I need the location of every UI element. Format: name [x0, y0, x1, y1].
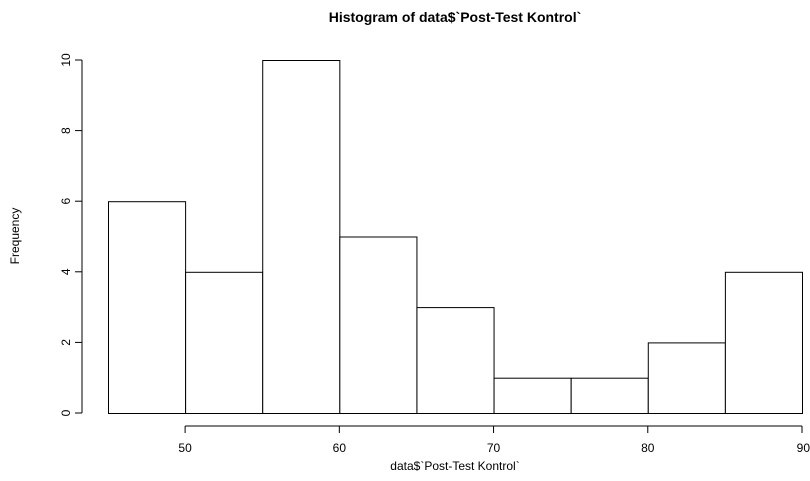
- y-axis-label: Frequency: [8, 208, 22, 265]
- histogram-bar: [108, 201, 187, 414]
- x-tick-label: 50: [178, 441, 192, 455]
- y-tick-label: 10: [59, 53, 73, 67]
- histogram-bar: [570, 377, 649, 415]
- histogram-bar: [185, 271, 264, 414]
- histogram-bar: [724, 271, 804, 414]
- bars-group: [108, 60, 804, 415]
- y-tick-label: 2: [59, 339, 73, 346]
- x-tick-label: 90: [797, 441, 810, 455]
- histogram-bar: [339, 236, 418, 414]
- histogram-bar: [647, 342, 726, 414]
- y-tick-label: 6: [59, 198, 73, 205]
- chart-title: Histogram of data$`Post-Test Kontrol`: [329, 9, 582, 25]
- y-tick-label: 0: [59, 409, 73, 416]
- y-tick-label: 4: [59, 268, 73, 275]
- y-axis: 0 2 4 6 8 10: [59, 53, 83, 416]
- x-tick-label: 80: [641, 441, 655, 455]
- histogram-bar: [493, 377, 572, 415]
- x-axis-label: data$`Post-Test Kontrol`: [390, 459, 519, 473]
- x-tick-label: 60: [333, 441, 347, 455]
- y-tick-label: 8: [59, 127, 73, 134]
- histogram-bar: [262, 60, 341, 414]
- x-tick-label: 70: [487, 441, 501, 455]
- x-axis: 50 60 70 80 90: [178, 425, 810, 455]
- histogram-bar: [416, 307, 495, 415]
